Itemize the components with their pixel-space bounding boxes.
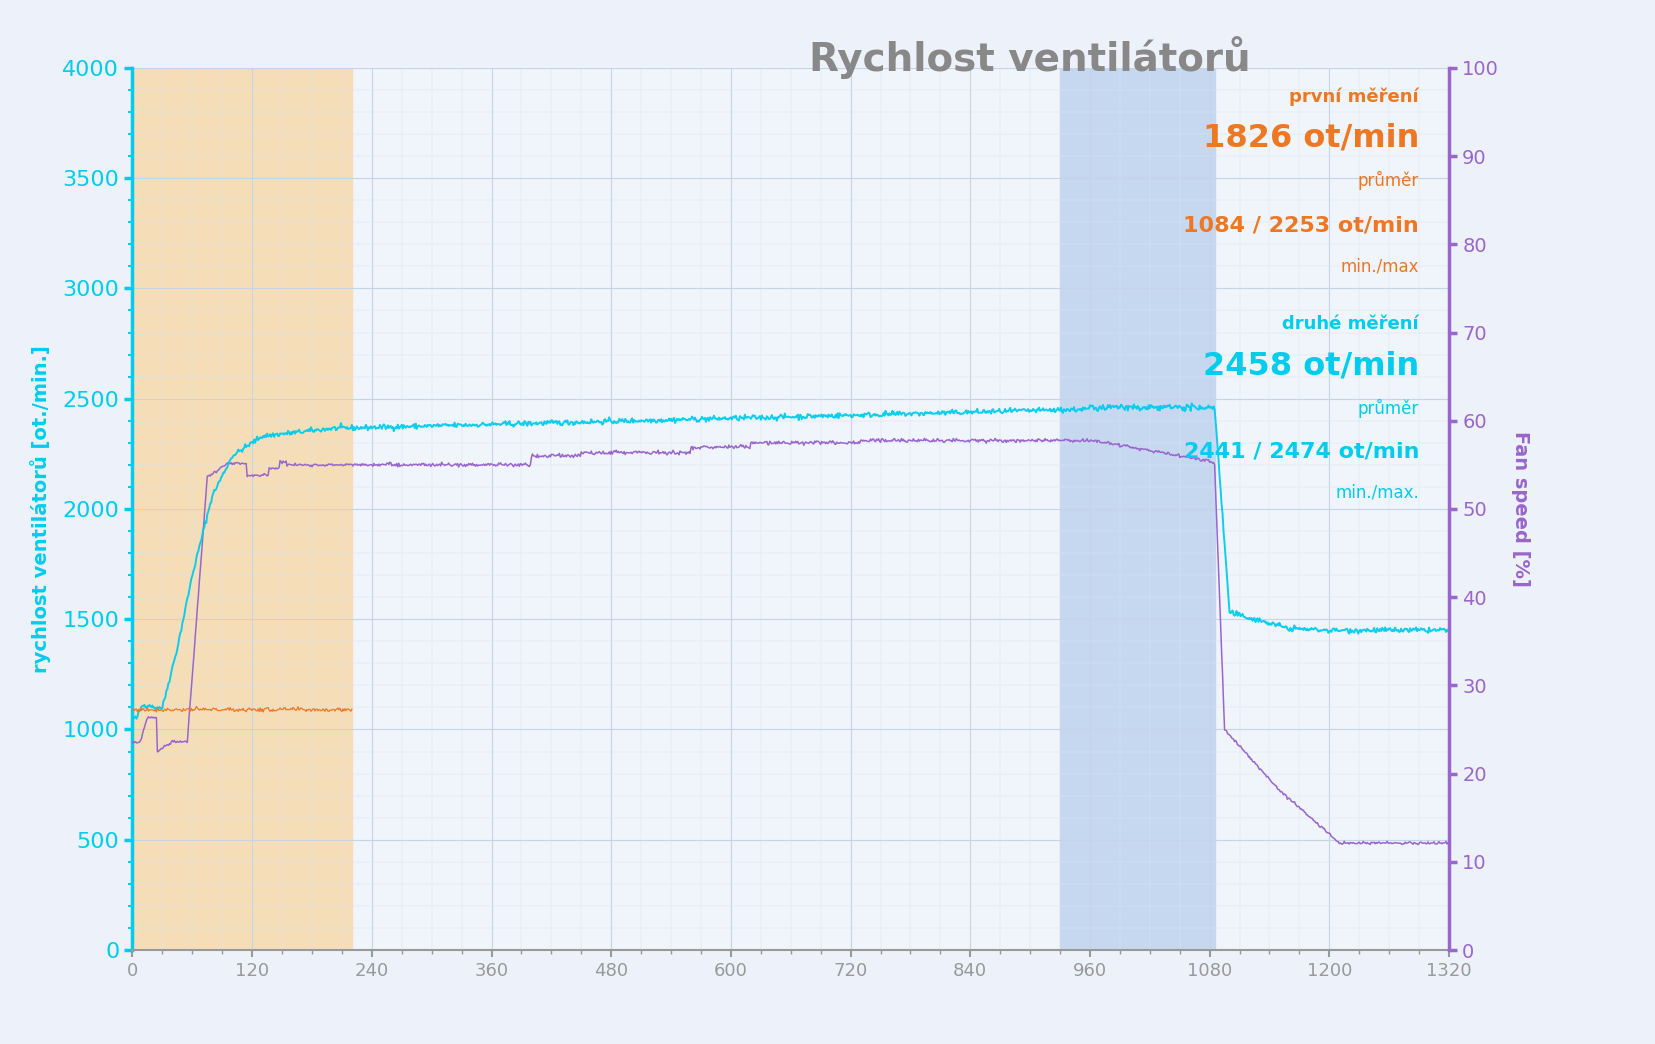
Text: 1084 / 2253 ot/min: 1084 / 2253 ot/min <box>1183 215 1418 236</box>
Y-axis label: Fan speed [%]: Fan speed [%] <box>1509 431 1529 587</box>
Text: min./max.: min./max. <box>1334 483 1418 501</box>
Text: 1826 ot/min: 1826 ot/min <box>1202 123 1418 153</box>
Y-axis label: rychlost ventilátorů [ot./min.]: rychlost ventilátorů [ot./min.] <box>30 346 51 672</box>
Text: průměr: průměr <box>1357 399 1418 419</box>
Bar <box>132 68 353 950</box>
Text: Rychlost ventilátorů: Rychlost ventilátorů <box>808 37 1250 79</box>
Text: 2441 / 2474 ot/min: 2441 / 2474 ot/min <box>1183 442 1418 461</box>
Text: 2458 ot/min: 2458 ot/min <box>1202 351 1418 381</box>
Bar <box>1059 68 1213 950</box>
Text: druhé měření: druhé měření <box>1281 314 1418 333</box>
Text: první měření: první měření <box>1289 88 1418 105</box>
Text: průměr: průměr <box>1357 171 1418 190</box>
Text: min./max: min./max <box>1341 258 1418 276</box>
